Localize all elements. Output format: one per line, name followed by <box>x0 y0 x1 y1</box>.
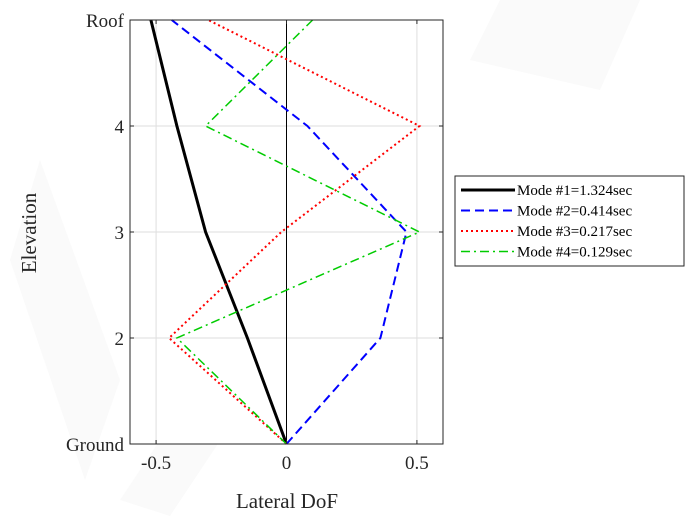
y-tick-label-3: 4 <box>115 117 125 138</box>
y-tick-label-1: 2 <box>115 329 125 350</box>
series-line-3 <box>167 19 422 445</box>
legend: Mode #1=1.324sec Mode #2=0.414sec Mode #3=… <box>454 175 685 267</box>
plot-area <box>130 19 443 445</box>
y-tick-label-2: 3 <box>115 223 125 244</box>
legend-entry-4: Mode #4=0.129sec <box>517 245 632 261</box>
legend-entry-2: Mode #2=0.414sec <box>517 204 632 220</box>
y-axis-label: Elevation <box>17 192 41 273</box>
series-line-1 <box>149 19 288 445</box>
x-tick-label-0: -0.5 <box>141 453 171 474</box>
legend-entry-1: Mode #1=1.324sec <box>517 183 632 199</box>
x-axis-label: Lateral DoF <box>236 489 338 513</box>
series-line-2 <box>171 19 408 445</box>
axes: -0.5 0 0.5 Ground 2 3 4 Roof <box>66 11 444 474</box>
x-tick-label-1: 0 <box>282 453 292 474</box>
y-tick-label-4: Roof <box>86 11 125 32</box>
legend-entry-3: Mode #3=0.217sec <box>517 224 632 240</box>
series-line-4 <box>175 19 422 445</box>
y-tick-label-0: Ground <box>66 435 125 456</box>
x-tick-label-2: 0.5 <box>405 453 429 474</box>
